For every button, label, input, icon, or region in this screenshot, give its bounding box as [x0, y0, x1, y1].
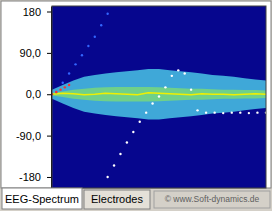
window-bg	[0, 0, 272, 211]
panel	[1, 1, 271, 188]
plot-marks	[52, 13, 266, 179]
phase-point	[100, 24, 102, 26]
y-tick: -90,0	[16, 130, 51, 142]
footer-box	[154, 191, 270, 208]
tab-label[interactable]: Electrodes	[91, 193, 143, 205]
phase-point	[239, 111, 241, 113]
phase-point	[145, 111, 147, 113]
phase-point	[164, 86, 166, 88]
y-tick-label: 180	[23, 6, 41, 18]
phase-point	[68, 84, 70, 86]
phase-point	[132, 131, 134, 133]
y-tick: 90,0	[20, 47, 51, 59]
phase-point	[74, 63, 76, 65]
y-tick-label: 90,0	[20, 47, 41, 59]
phase-point	[190, 88, 192, 90]
phase-point	[196, 109, 198, 111]
phase-point	[68, 72, 70, 74]
phase-point	[183, 72, 185, 74]
y-tick-mark	[47, 136, 51, 137]
phase-point	[113, 164, 115, 166]
phase-line	[52, 93, 266, 95]
phase-point	[62, 82, 64, 84]
phase-point	[248, 112, 250, 114]
y-tick: 180	[23, 6, 51, 18]
y-axis: 180 90,0 0,0 -90,0 -180	[16, 6, 52, 189]
footer-text: © www.Soft-dynamics.de	[165, 194, 260, 204]
plot-frame	[52, 6, 266, 188]
phase-point	[106, 176, 108, 178]
y-tick-label: -90,0	[16, 130, 41, 142]
y-tick-label: -180	[19, 171, 41, 183]
phase-point	[126, 141, 128, 143]
tab[interactable]	[84, 190, 150, 209]
phase-point	[59, 88, 61, 90]
phase-point	[151, 102, 153, 104]
spread-band	[52, 87, 266, 102]
phase-point	[158, 95, 160, 97]
y-tick-mark	[47, 177, 51, 178]
phase-point	[106, 13, 108, 15]
phase-point	[81, 54, 83, 56]
y-tick-mark	[47, 94, 51, 95]
phase-point	[87, 45, 89, 47]
tab[interactable]	[2, 188, 82, 209]
phase-point	[177, 69, 179, 71]
plot-bg	[52, 6, 266, 188]
phase-point	[94, 36, 96, 38]
phase-point	[213, 111, 215, 113]
phase-point	[256, 111, 258, 113]
y-tick-mark	[47, 12, 51, 13]
phase-point	[222, 112, 224, 114]
screen: 180 90,0 0,0 -90,0 -180 EEG-Spectrum Electrode…	[0, 0, 272, 211]
phase-point	[205, 111, 207, 113]
y-tick-label: 0,0	[26, 88, 41, 100]
phase-point	[171, 75, 173, 77]
y-tick: 0,0	[26, 88, 51, 100]
phase-point	[231, 111, 233, 113]
phase-point	[119, 153, 121, 155]
spread-band	[52, 69, 266, 120]
y-tick: -180	[19, 171, 51, 183]
tab-label[interactable]: EEG-Spectrum	[5, 193, 79, 205]
phase-point	[55, 91, 57, 93]
y-tick-mark	[47, 53, 51, 54]
phase-point	[64, 86, 66, 88]
phase-point	[139, 121, 141, 123]
phase-point	[55, 91, 57, 93]
